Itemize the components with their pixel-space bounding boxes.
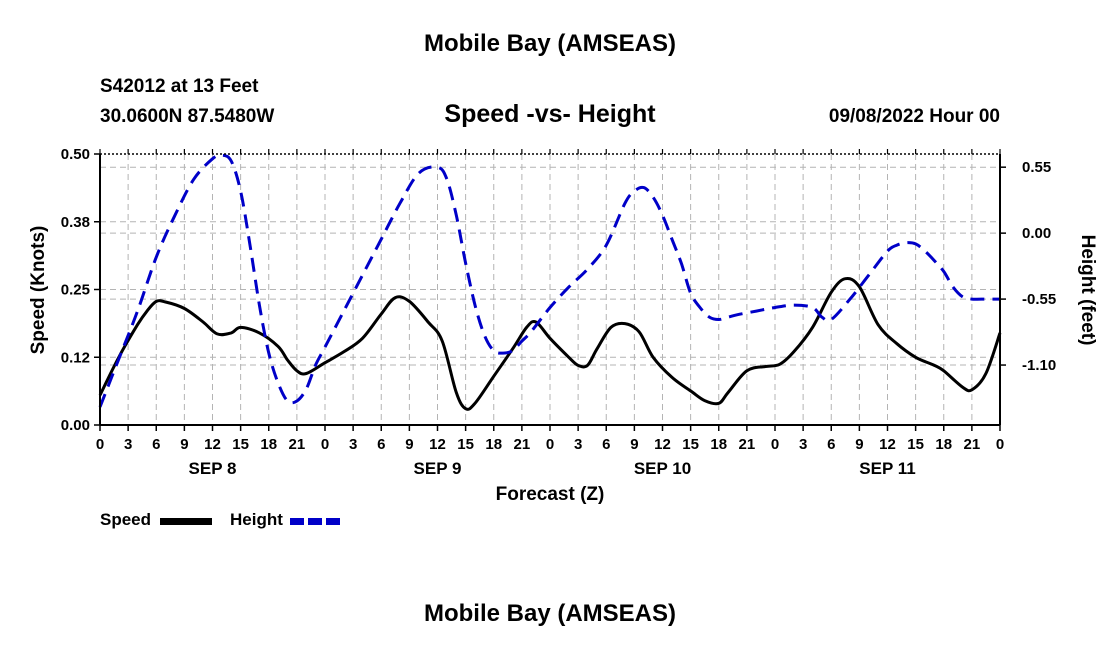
x-tick-label: 3 <box>574 436 582 453</box>
y-tick-label-left: 0.25 <box>61 282 90 299</box>
footer-title: Mobile Bay (AMSEAS) <box>423 600 677 627</box>
page-title: Mobile Bay (AMSEAS) <box>423 30 677 57</box>
x-tick-label: 0 <box>771 436 779 453</box>
y-tick-label-left: 0.12 <box>61 349 90 366</box>
x-axis-label: Forecast (Z) <box>496 484 605 505</box>
series-line-height <box>98 153 1000 408</box>
day-label: SEP 10 <box>634 459 691 478</box>
x-tick-label: 0 <box>96 436 104 453</box>
x-tick-label: 18 <box>935 436 952 453</box>
x-tick-label: 21 <box>739 436 756 453</box>
day-label: SEP 8 <box>189 459 237 478</box>
x-tick-label: 15 <box>907 436 924 453</box>
y-tick-label-right: 0.55 <box>1022 159 1051 176</box>
x-tick-label: 18 <box>260 436 277 453</box>
x-tick-label: 9 <box>405 436 413 453</box>
x-tick-label: 21 <box>514 436 531 453</box>
axes: 0 3 6 9 12 15 18 21 0 3 6 9 12 15 18 21 0 3 6 9 12 15 18 21 0 3 6 9… <box>61 146 1056 478</box>
x-tick-label: 3 <box>124 436 132 453</box>
legend-speed-swatch <box>160 518 212 525</box>
x-tick-label: 21 <box>289 436 306 453</box>
series-line-speed <box>98 276 1002 411</box>
x-tick-label: 9 <box>630 436 638 453</box>
x-tick-label: 0 <box>321 436 329 453</box>
x-tick-label: 21 <box>964 436 981 453</box>
x-tick-label: 12 <box>204 436 221 453</box>
x-tick-label: 3 <box>799 436 807 453</box>
y-tick-label-right: -0.55 <box>1022 291 1056 308</box>
day-label: SEP 9 <box>414 459 462 478</box>
x-tick-label: 9 <box>855 436 863 453</box>
x-tick-label: 12 <box>654 436 671 453</box>
x-tick-label: 18 <box>710 436 727 453</box>
x-tick-label: 15 <box>682 436 699 453</box>
y-tick-label-right: -1.10 <box>1022 357 1056 374</box>
x-tick-label: 3 <box>349 436 357 453</box>
coordinates-label: 30.0600N 87.5480W <box>100 106 275 127</box>
station-label: S42012 at 13 Feet <box>100 76 259 97</box>
x-tick-label: 12 <box>429 436 446 453</box>
x-tick-label: 6 <box>602 436 610 453</box>
run-date-label: 09/08/2022 Hour 00 <box>828 106 1000 127</box>
x-tick-label: 12 <box>879 436 896 453</box>
x-tick-label: 6 <box>827 436 835 453</box>
x-tick-label: 0 <box>996 436 1004 453</box>
x-tick-label: 9 <box>180 436 188 453</box>
x-tick-label: 18 <box>485 436 502 453</box>
legend-height-swatch <box>290 518 342 525</box>
legend-speed-label: Speed <box>100 510 152 529</box>
x-tick-label: 6 <box>377 436 385 453</box>
y-tick-label-left: 0.50 <box>61 146 90 163</box>
day-label: SEP 11 <box>859 459 915 478</box>
x-tick-label: 15 <box>457 436 474 453</box>
legend-height-label: Height <box>230 510 283 529</box>
y-axis-label-left: Speed (Knots) <box>28 226 49 355</box>
series-layer <box>98 153 1002 411</box>
y-axis-label-right: Height (feet) <box>1077 235 1098 346</box>
y-tick-label-left: 0.38 <box>61 214 90 231</box>
x-tick-label: 0 <box>546 436 554 453</box>
chart-title: Speed -vs- Height <box>444 100 656 128</box>
y-tick-label-right: 0.00 <box>1022 225 1051 242</box>
x-tick-label: 6 <box>152 436 160 453</box>
x-tick-label: 15 <box>232 436 249 453</box>
y-tick-label-left: 0.00 <box>61 417 90 434</box>
grid <box>100 154 1000 425</box>
